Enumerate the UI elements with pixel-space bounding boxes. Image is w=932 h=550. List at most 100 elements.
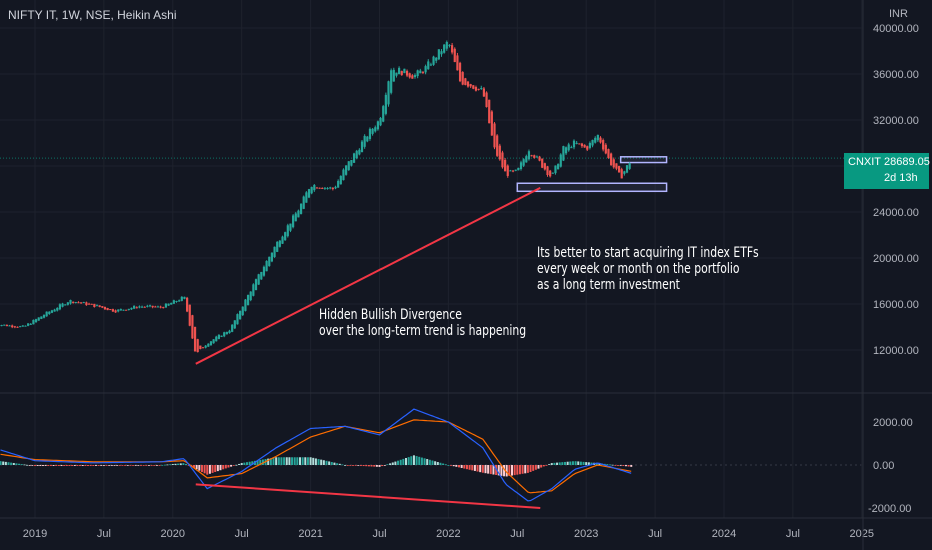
candle-body [212,339,215,344]
macd-histogram-bar [65,465,68,466]
macd-histogram-bar [100,465,103,466]
candle-body [448,44,451,46]
macd-histogram-bar [44,465,47,466]
candle-body [474,87,478,91]
candle-body [241,306,244,316]
macd-histogram-bar [447,465,450,466]
macd-histogram-bar [548,464,551,465]
macd-histogram-bar [155,465,158,466]
candle-body [114,310,117,313]
candle-body [74,302,77,304]
macd-histogram-bar [293,457,296,465]
candle-body [427,61,430,70]
macd-histogram-bar [34,465,36,466]
macd-histogram-bar [375,465,378,467]
candle-body [170,302,173,305]
macd-histogram-bar [503,465,506,477]
candle-body [223,332,226,337]
candle-body [289,223,292,231]
price-tag-value: 28689.05 [884,156,930,168]
macd-histogram-bar [142,465,145,466]
candle-body [146,305,149,307]
macd-histogram-bar [280,457,283,465]
candle-body [270,252,274,262]
candle-body [519,162,523,170]
candle-body [416,70,419,77]
candle-body [413,75,417,78]
macd-histogram-bar [39,465,42,466]
candle-body [572,140,576,148]
candle-body [549,170,552,177]
candle-body [0,325,3,327]
candle-body [278,240,281,247]
candle-body [469,84,472,87]
candle-body [466,81,470,87]
advice-line-2: every week or month on the portfolio [537,261,740,277]
macd-histogram-bar [328,461,331,465]
candle-body [133,305,136,309]
candle-body [167,303,170,306]
macd-histogram-bar [354,465,357,466]
candle-body [586,146,589,150]
macd-histogram-bar [497,465,500,476]
macd-histogram-bar [534,465,537,470]
candle-body [464,78,467,85]
support-zones [516,156,668,193]
macd-histogram-bar [314,458,317,465]
candle-body [485,92,488,108]
candle-body [458,62,462,82]
candle-body [193,326,197,352]
macd-histogram-bar [171,464,174,465]
candle-body [596,134,599,141]
candle-body [257,274,260,285]
candle-body [395,72,398,76]
candle-body [191,315,194,339]
macd-histogram-bar [246,462,248,465]
candle-body [543,163,546,170]
macd-histogram-bar [94,465,97,466]
macd-histogram-bar [124,465,127,466]
macd-histogram-bar [243,462,246,465]
candle-body [591,139,594,146]
macd-histogram-bar [473,465,476,471]
price-tick-label: 12000.00 [873,345,919,357]
trendline-layer [195,186,541,365]
symbol-title[interactable]: NIFTY IT, 1W, NSE, Heikin Ashi [8,8,177,22]
macd-histogram-bar [102,465,105,466]
candle-body [337,180,340,188]
macd-histogram-bar [147,465,150,466]
time-tick-label: Jul [372,528,386,540]
candle-body [236,314,239,325]
macd-histogram-bar [402,458,405,465]
macd-histogram-bar [267,458,270,465]
macd-histogram-bar [227,465,230,468]
candle-body [570,147,573,149]
macd-histogram-bar [185,463,188,465]
macd-histogram-bar [410,456,413,465]
candle-body [151,305,154,308]
macd-histogram-bar [389,463,392,465]
macd-histogram-bar [434,461,437,465]
candle-body [45,311,48,317]
macd-histogram-bar [200,465,203,472]
candle-body [472,85,475,89]
candle-body [559,154,562,167]
macd-histogram-bar [468,465,471,470]
macd-histogram-bar [587,462,590,465]
macd-histogram-bar [219,465,222,471]
macd-histogram-bar [49,465,52,466]
candle-body [411,75,414,79]
candle-body [625,165,629,173]
candle-body [34,319,38,323]
candle-body [127,308,130,310]
candle-body [69,299,72,304]
macd-histogram-bar [333,462,336,465]
macd-histogram-bar [214,465,217,472]
candle-body [310,187,313,194]
candle-body [130,307,133,310]
macd-histogram-bar [582,461,585,465]
candle-body [199,345,202,350]
macd-histogram-bar [79,465,82,466]
candle-body [90,303,93,305]
